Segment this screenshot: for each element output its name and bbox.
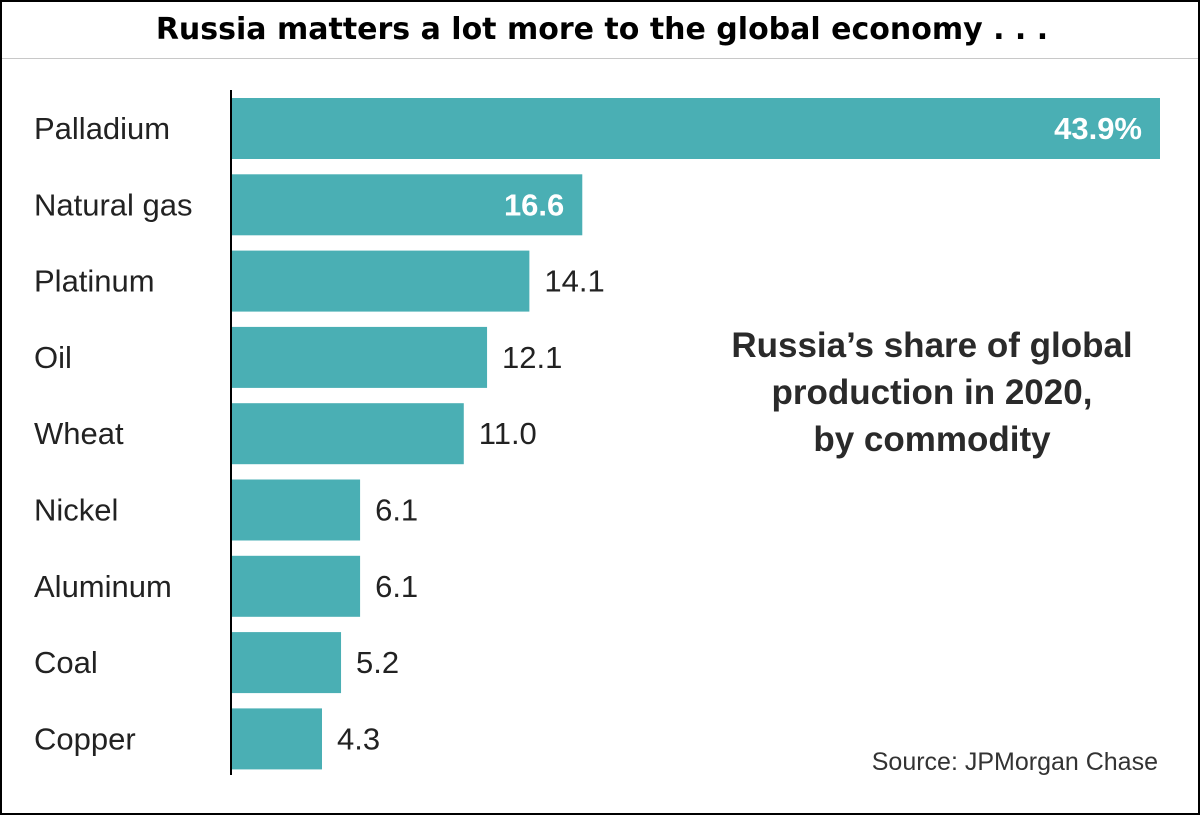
bar-platinum: [231, 250, 530, 312]
chart-subtitle: Russia’s share of global production in 2…: [662, 322, 1198, 463]
category-label: Copper: [34, 721, 136, 756]
category-label: Nickel: [34, 493, 118, 528]
bar-wheat: [231, 403, 464, 465]
value-label: 12.1: [502, 340, 562, 375]
category-label: Oil: [34, 340, 72, 375]
bar-natural-gas: [231, 174, 583, 236]
value-label: 5.2: [356, 645, 399, 680]
bar-oil: [231, 326, 488, 388]
value-label: 11.0: [479, 416, 537, 451]
value-label: 14.1: [544, 264, 604, 299]
value-label: 4.3: [337, 721, 380, 756]
category-label: Wheat: [34, 416, 124, 451]
bars-layer: Palladium 43.9% Natural gas 16.6 Platinum 14.…: [34, 98, 1160, 770]
bar-aluminum: [231, 555, 361, 617]
category-label: Platinum: [34, 264, 155, 299]
category-label: Palladium: [34, 111, 170, 146]
value-label: 6.1: [375, 569, 418, 604]
title-divider: [2, 58, 1198, 59]
subtitle-line-3: by commodity: [813, 420, 1051, 459]
value-label: 16.6: [504, 187, 564, 222]
value-label: 6.1: [375, 493, 418, 528]
bar-copper: [231, 708, 322, 770]
category-label: Coal: [34, 645, 98, 680]
subtitle-line-1: Russia’s share of global: [731, 326, 1133, 365]
bar-palladium: [231, 98, 1160, 159]
source-note: Source: JPMorgan Chase: [871, 748, 1158, 776]
value-label: 43.9%: [1054, 111, 1142, 146]
category-label: Aluminum: [34, 569, 172, 604]
page-title: Russia matters a lot more to the global …: [155, 12, 1049, 47]
bar-nickel: [231, 479, 361, 541]
subtitle-line-2: production in 2020,: [771, 373, 1093, 412]
bar-coal: [231, 632, 342, 694]
category-label: Natural gas: [34, 187, 193, 222]
